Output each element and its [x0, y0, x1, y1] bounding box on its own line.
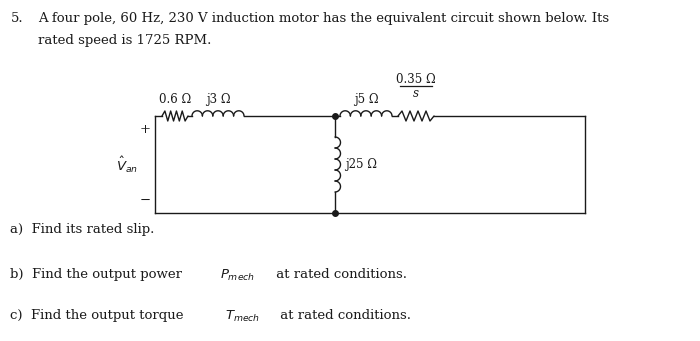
Text: at rated conditions.: at rated conditions. — [272, 268, 407, 281]
Text: j3 Ω: j3 Ω — [206, 93, 230, 106]
Text: s: s — [413, 87, 419, 100]
Text: a)  Find its rated slip.: a) Find its rated slip. — [10, 223, 155, 236]
Text: −: − — [139, 193, 150, 207]
Text: b)  Find the output power: b) Find the output power — [10, 268, 187, 281]
Text: 0.35 Ω: 0.35 Ω — [396, 73, 436, 86]
Text: c)  Find the output torque: c) Find the output torque — [10, 309, 188, 322]
Text: $P_{mech}$: $P_{mech}$ — [220, 268, 256, 283]
Text: j25 Ω: j25 Ω — [346, 158, 377, 171]
Text: at rated conditions.: at rated conditions. — [276, 309, 411, 322]
Text: $T_{mech}$: $T_{mech}$ — [225, 309, 260, 324]
Text: 0.6 Ω: 0.6 Ω — [159, 93, 191, 106]
Text: A four pole, 60 Hz, 230 V induction motor has the equivalent circuit shown below: A four pole, 60 Hz, 230 V induction moto… — [38, 12, 610, 25]
Text: +: + — [139, 122, 150, 135]
Text: j5 Ω: j5 Ω — [354, 93, 378, 106]
Text: 5.: 5. — [10, 12, 23, 25]
Text: $\hat{V}_{an}$: $\hat{V}_{an}$ — [116, 154, 138, 175]
Text: rated speed is 1725 RPM.: rated speed is 1725 RPM. — [38, 34, 212, 47]
